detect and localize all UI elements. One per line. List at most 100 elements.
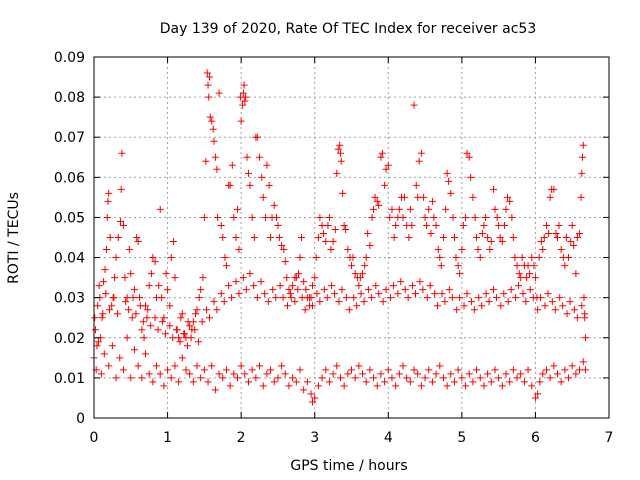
data-point bbox=[283, 274, 291, 282]
data-point bbox=[473, 366, 481, 374]
data-point bbox=[367, 294, 375, 302]
data-point bbox=[382, 286, 390, 294]
data-point bbox=[375, 201, 383, 209]
data-point bbox=[436, 362, 444, 370]
data-point bbox=[580, 294, 588, 302]
y-tick-label: 0.08 bbox=[54, 90, 85, 106]
data-point bbox=[105, 189, 113, 197]
data-point bbox=[259, 382, 267, 390]
data-point bbox=[540, 234, 548, 241]
x-tick-label: 2 bbox=[237, 430, 246, 446]
data-point bbox=[309, 282, 317, 290]
data-point bbox=[94, 302, 102, 310]
data-point bbox=[208, 117, 216, 125]
data-point bbox=[153, 362, 161, 370]
data-point bbox=[187, 334, 195, 342]
data-point bbox=[518, 254, 526, 262]
data-point bbox=[283, 302, 291, 310]
data-point bbox=[511, 254, 519, 262]
data-point bbox=[568, 221, 576, 229]
data-point bbox=[414, 370, 422, 378]
data-point bbox=[517, 370, 525, 378]
data-point bbox=[458, 246, 466, 254]
data-point bbox=[172, 326, 180, 334]
data-point bbox=[456, 294, 464, 302]
data-point bbox=[408, 221, 416, 229]
data-point bbox=[384, 366, 392, 374]
data-point bbox=[395, 205, 403, 213]
data-point bbox=[353, 302, 361, 310]
data-point bbox=[333, 169, 341, 177]
data-point bbox=[421, 213, 429, 221]
data-point bbox=[492, 294, 500, 302]
data-point bbox=[314, 234, 322, 241]
data-point bbox=[151, 314, 159, 322]
data-point bbox=[183, 342, 191, 350]
data-point bbox=[579, 153, 587, 161]
data-point bbox=[215, 370, 223, 378]
data-point bbox=[562, 234, 570, 241]
data-point bbox=[211, 386, 219, 394]
data-point bbox=[350, 294, 358, 302]
data-point bbox=[264, 298, 272, 306]
data-point bbox=[219, 234, 227, 241]
data-point bbox=[200, 213, 208, 221]
data-point bbox=[414, 193, 422, 201]
data-point bbox=[509, 366, 517, 374]
data-point bbox=[451, 234, 458, 241]
data-point bbox=[94, 338, 102, 346]
data-point bbox=[98, 314, 106, 322]
data-point bbox=[280, 246, 288, 254]
data-point bbox=[311, 274, 319, 282]
data-point bbox=[309, 398, 317, 406]
data-point bbox=[392, 221, 400, 229]
data-point bbox=[245, 378, 252, 386]
data-point bbox=[349, 254, 357, 262]
grid-lines bbox=[94, 57, 609, 418]
data-point bbox=[192, 310, 200, 318]
data-point bbox=[243, 153, 251, 161]
data-point bbox=[359, 370, 367, 378]
data-point bbox=[484, 234, 492, 241]
data-point bbox=[125, 306, 133, 314]
y-tick-labels: 0 0.01 0.02 0.03 0.04 0.05 0.06 0.07 0.08 0.09 bbox=[54, 50, 85, 427]
data-point bbox=[327, 246, 335, 254]
data-point bbox=[274, 221, 282, 229]
data-point bbox=[206, 113, 214, 121]
data-point bbox=[379, 298, 387, 306]
data-point bbox=[322, 238, 330, 246]
data-point bbox=[399, 213, 407, 221]
data-point bbox=[128, 314, 136, 322]
data-point bbox=[443, 169, 451, 177]
data-point bbox=[439, 374, 447, 382]
y-tick-label: 0.09 bbox=[54, 50, 85, 66]
data-point bbox=[323, 294, 331, 302]
data-point bbox=[500, 290, 508, 298]
data-point bbox=[554, 370, 561, 378]
data-point bbox=[577, 193, 585, 201]
data-point bbox=[286, 290, 294, 298]
data-point bbox=[100, 278, 108, 286]
data-point bbox=[136, 302, 144, 310]
data-point bbox=[397, 278, 405, 286]
data-point bbox=[360, 298, 368, 306]
data-point bbox=[164, 286, 172, 294]
data-point bbox=[213, 306, 221, 314]
data-point bbox=[164, 366, 172, 374]
data-point bbox=[392, 382, 400, 390]
data-point bbox=[118, 149, 126, 157]
data-point bbox=[97, 370, 105, 378]
data-point bbox=[399, 362, 407, 370]
data-point bbox=[116, 217, 124, 225]
data-point bbox=[336, 141, 344, 149]
data-point bbox=[123, 294, 131, 302]
data-point bbox=[300, 386, 308, 394]
data-point bbox=[226, 181, 234, 189]
y-tick-label: 0.03 bbox=[54, 291, 85, 307]
data-point bbox=[498, 382, 506, 390]
data-point bbox=[470, 306, 478, 314]
data-point bbox=[462, 213, 470, 221]
data-point bbox=[240, 81, 248, 89]
data-point bbox=[217, 290, 225, 298]
data-point bbox=[563, 310, 571, 318]
